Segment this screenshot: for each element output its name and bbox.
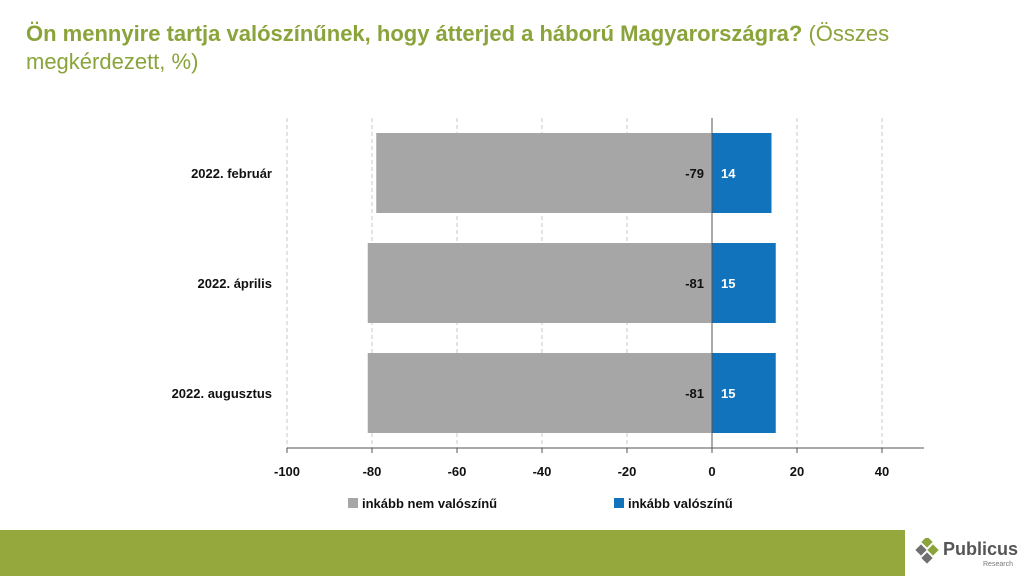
- bar: [712, 243, 776, 323]
- logo-sub: Research: [983, 561, 1013, 568]
- bar: [712, 353, 776, 433]
- legend-label: inkább valószínű: [628, 496, 733, 511]
- legend-label: inkább nem valószínű: [362, 496, 497, 511]
- chart-title: Ön mennyire tartja valószínűnek, hogy át…: [26, 20, 986, 76]
- bar-chart: -79 14 2022. február -81 15 2022. április -81 1…: [172, 118, 924, 511]
- publicus-logo: Publicus Research: [905, 530, 1024, 576]
- chart-title-sub: (Összes megkérdezett, %): [26, 21, 890, 74]
- data-label: -79: [685, 166, 704, 181]
- bar: [367, 353, 712, 433]
- footer-bar: [0, 530, 1024, 576]
- data-label: -81: [685, 276, 704, 291]
- bar: [712, 133, 772, 213]
- data-label: 14: [721, 166, 736, 181]
- category-label: 2022. április: [198, 276, 272, 291]
- chart-title-main: Ön mennyire tartja valószínűnek, hogy át…: [26, 21, 803, 46]
- x-tick-label: -40: [533, 464, 552, 479]
- bar: [367, 243, 712, 323]
- logo-name: Publicus: [943, 539, 1019, 559]
- x-tick-label: 20: [790, 464, 804, 479]
- legend-swatch: [348, 498, 358, 508]
- category-label: 2022. augusztus: [172, 386, 272, 401]
- x-tick-label: 0: [708, 464, 715, 479]
- data-label: 15: [721, 276, 735, 291]
- x-tick-label: -80: [363, 464, 382, 479]
- bar: [376, 133, 712, 213]
- legend-swatch: [614, 498, 624, 508]
- data-label: -81: [685, 386, 704, 401]
- data-label: 15: [721, 386, 735, 401]
- x-tick-label: -60: [448, 464, 467, 479]
- x-tick-label: -20: [618, 464, 637, 479]
- x-tick-label: 40: [875, 464, 889, 479]
- x-tick-label: -100: [274, 464, 300, 479]
- publicus-logo-icon: [915, 538, 939, 564]
- category-label: 2022. február: [191, 166, 272, 181]
